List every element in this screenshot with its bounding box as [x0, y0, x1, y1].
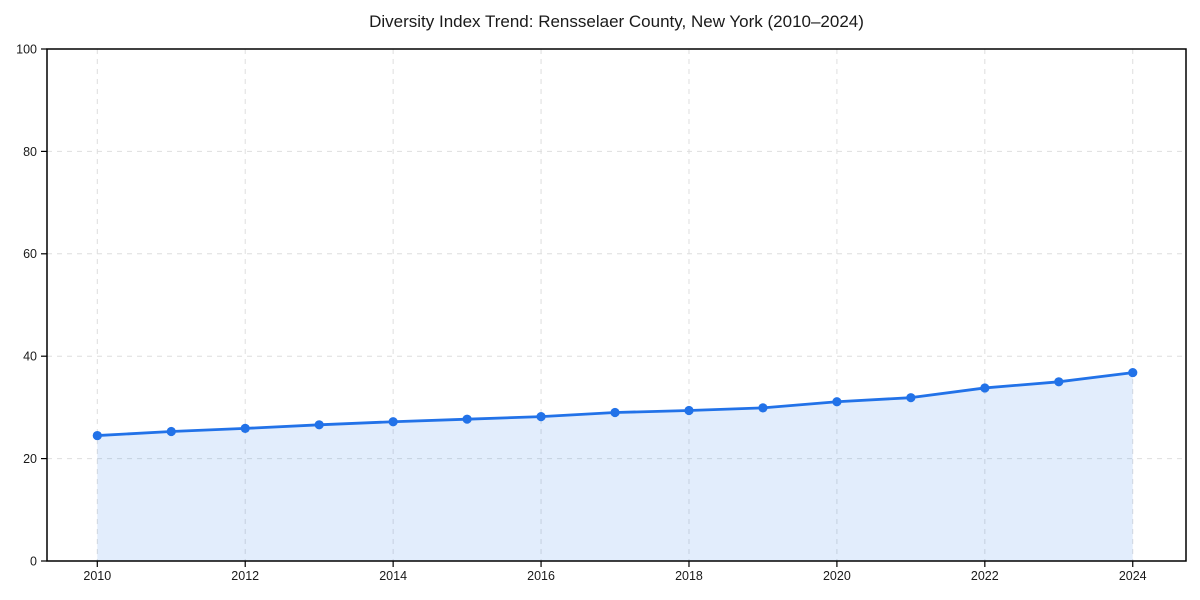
data-point-2016	[536, 412, 546, 422]
data-point-2023	[1054, 377, 1064, 387]
data-point-2013	[314, 420, 324, 430]
data-point-2012	[240, 423, 250, 433]
data-point-2019	[758, 403, 768, 413]
data-point-2015	[462, 414, 472, 424]
chart-title: Diversity Index Trend: Rensselaer County…	[369, 12, 864, 31]
x-tick-label: 2014	[379, 569, 407, 583]
y-tick-label: 100	[16, 42, 37, 56]
data-point-2021	[906, 393, 916, 403]
plot-border	[46, 48, 1187, 562]
data-point-2011	[166, 426, 176, 437]
data-point-2018	[684, 405, 694, 416]
x-tick-label: 2020	[823, 569, 851, 583]
data-point-2020	[832, 397, 842, 407]
x-tick-label: 2022	[971, 569, 999, 583]
y-tick-label: 80	[23, 145, 37, 159]
x-tick-label: 2010	[83, 569, 111, 583]
x-tick-label: 2024	[1119, 569, 1147, 583]
data-point-2024	[1128, 367, 1138, 378]
x-tick-label: 2018	[675, 569, 703, 583]
x-tick-label: 2016	[527, 569, 555, 583]
x-tick-label: 2012	[231, 569, 259, 583]
y-tick-label: 60	[23, 247, 37, 261]
data-point-2022	[980, 383, 990, 393]
y-tick-label: 20	[23, 452, 37, 466]
area-fill	[97, 372, 1133, 561]
data-point-2010	[92, 430, 102, 441]
y-tick-label: 0	[30, 554, 37, 568]
data-point-2014	[388, 417, 398, 427]
y-tick-label: 40	[23, 350, 37, 364]
data-point-2017	[610, 407, 620, 418]
